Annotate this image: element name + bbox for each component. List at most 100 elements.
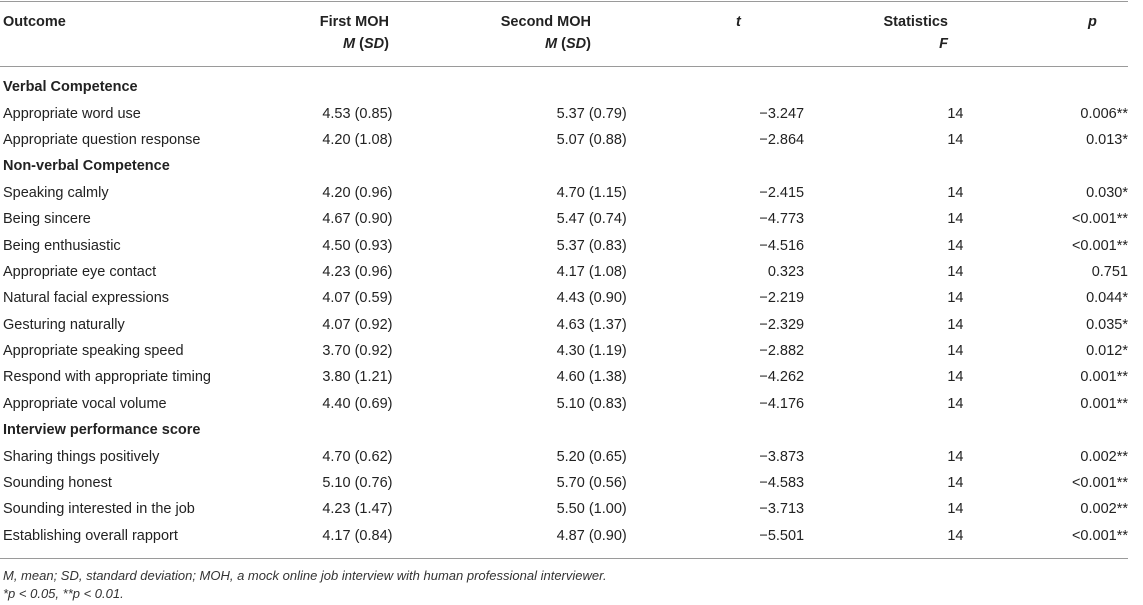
second-moh-cell: 4.70 (1.15) xyxy=(556,184,627,201)
outcome-cell: Being enthusiastic xyxy=(3,237,121,254)
section-header-row: Verbal Competence xyxy=(0,74,1128,100)
table-row: Sounding interested in the job 4.23 (1.47… xyxy=(0,496,1128,522)
t-value-cell: 0.323 xyxy=(767,263,805,280)
footnote-significance: *p < 0.05, **p < 0.01. xyxy=(3,586,124,601)
t-value-cell: −2.882 xyxy=(759,343,805,360)
t-value-cell: −2.415 xyxy=(759,184,805,201)
table-row: Sharing things positively 4.70 (0.62) 5.20… xyxy=(0,443,1128,469)
header-t: t xyxy=(736,14,741,30)
f-value-cell: 14 xyxy=(947,501,964,518)
header-statistics: Statistics F xyxy=(848,11,948,55)
second-moh-cell: 5.37 (0.83) xyxy=(556,237,627,254)
second-moh-cell: 5.47 (0.74) xyxy=(556,211,627,228)
table-row: Gesturing naturally 4.07 (0.92) 4.63 (1.37… xyxy=(0,312,1128,338)
p-value-cell: 0.001** xyxy=(1080,395,1128,412)
first-moh-cell: 4.17 (0.84) xyxy=(322,527,393,544)
t-value-cell: −4.773 xyxy=(759,211,805,228)
f-value-cell: 14 xyxy=(947,263,964,280)
p-value-cell: 0.044* xyxy=(1086,290,1128,307)
table-row: Being enthusiastic 4.50 (0.93) 5.37 (0.83)… xyxy=(0,232,1128,258)
table-row: Appropriate vocal volume 4.40 (0.69) 5.10 … xyxy=(0,391,1128,417)
t-value-cell: −3.873 xyxy=(759,448,805,465)
f-value-cell: 14 xyxy=(947,343,964,360)
outcome-cell: Sounding interested in the job xyxy=(3,501,195,518)
outcome-cell: Establishing overall rapport xyxy=(3,527,178,544)
first-moh-cell: 4.53 (0.85) xyxy=(322,105,393,122)
t-value-cell: −2.329 xyxy=(759,316,805,333)
table-row: Speaking calmly 4.20 (0.96) 4.70 (1.15) −2.… xyxy=(0,180,1128,206)
p-value-cell: 0.001** xyxy=(1080,369,1128,386)
outcome-cell: Respond with appropriate timing xyxy=(3,369,211,386)
t-value-cell: −4.262 xyxy=(759,369,805,386)
second-moh-cell: 4.87 (0.90) xyxy=(556,527,627,544)
table-row: Sounding honest 5.10 (0.76) 5.70 (0.56) −4.… xyxy=(0,470,1128,496)
t-value-cell: −3.247 xyxy=(759,105,805,122)
outcome-cell: Appropriate word use xyxy=(3,105,141,122)
header-second-moh: Second MOH M (SD) xyxy=(493,11,591,55)
section-label: Verbal Competence xyxy=(3,79,138,96)
header-p: p xyxy=(1088,14,1097,30)
p-value-cell: 0.013* xyxy=(1086,131,1128,148)
second-moh-cell: 4.63 (1.37) xyxy=(556,316,627,333)
t-value-cell: −4.516 xyxy=(759,237,805,254)
header-first-moh-sub: M (SD) xyxy=(343,36,389,52)
p-value-cell: 0.002** xyxy=(1080,501,1128,518)
p-value-cell: 0.751 xyxy=(1091,263,1128,280)
outcome-cell: Appropriate speaking speed xyxy=(3,343,184,360)
first-moh-cell: 4.50 (0.93) xyxy=(322,237,393,254)
t-value-cell: −2.864 xyxy=(759,131,805,148)
first-moh-cell: 4.23 (1.47) xyxy=(322,501,393,518)
first-moh-cell: 4.07 (0.92) xyxy=(322,316,393,333)
header-second-moh-sub: M (SD) xyxy=(545,36,591,52)
t-value-cell: −2.219 xyxy=(759,290,805,307)
f-value-cell: 14 xyxy=(947,448,964,465)
p-value-cell: <0.001** xyxy=(1071,475,1128,492)
outcome-cell: Appropriate question response xyxy=(3,131,201,148)
second-moh-cell: 4.43 (0.90) xyxy=(556,290,627,307)
outcome-cell: Natural facial expressions xyxy=(3,290,170,307)
second-moh-cell: 4.17 (1.08) xyxy=(556,263,627,280)
outcome-cell: Sharing things positively xyxy=(3,448,160,465)
table-row: Establishing overall rapport 4.17 (0.84) 4… xyxy=(0,523,1128,549)
table-row: Natural facial expressions 4.07 (0.59) 4.4… xyxy=(0,285,1128,311)
second-moh-cell: 5.20 (0.65) xyxy=(556,448,627,465)
outcome-cell: Gesturing naturally xyxy=(3,316,125,333)
p-value-cell: 0.002** xyxy=(1080,448,1128,465)
first-moh-cell: 4.07 (0.59) xyxy=(322,290,393,307)
second-moh-cell: 4.30 (1.19) xyxy=(556,343,627,360)
p-value-cell: 0.035* xyxy=(1086,316,1128,333)
p-value-cell: 0.012* xyxy=(1086,343,1128,360)
table-row: Respond with appropriate timing 3.80 (1.2… xyxy=(0,364,1128,390)
first-moh-cell: 4.20 (1.08) xyxy=(322,131,393,148)
first-moh-cell: 3.80 (1.21) xyxy=(322,369,393,386)
outcome-cell: Speaking calmly xyxy=(3,184,109,201)
header-statistics-sub: F xyxy=(939,36,948,52)
first-moh-cell: 3.70 (0.92) xyxy=(322,343,393,360)
f-value-cell: 14 xyxy=(947,184,964,201)
t-value-cell: −5.501 xyxy=(759,527,805,544)
f-value-cell: 14 xyxy=(947,475,964,492)
bottom-rule xyxy=(0,558,1128,559)
table-row: Appropriate eye contact 4.23 (0.96) 4.17 (… xyxy=(0,259,1128,285)
outcome-cell: Sounding honest xyxy=(3,475,112,492)
p-value-cell: <0.001** xyxy=(1071,211,1128,228)
p-value-cell: 0.030* xyxy=(1086,184,1128,201)
table-row: Appropriate word use 4.53 (0.85) 5.37 (0.7… xyxy=(0,100,1128,126)
f-value-cell: 14 xyxy=(947,290,964,307)
second-moh-cell: 5.70 (0.56) xyxy=(556,475,627,492)
f-value-cell: 14 xyxy=(947,105,964,122)
f-value-cell: 14 xyxy=(947,527,964,544)
section-label: Non-verbal Competence xyxy=(3,158,170,175)
first-moh-cell: 4.20 (0.96) xyxy=(322,184,393,201)
first-moh-cell: 4.70 (0.62) xyxy=(322,448,393,465)
table-row: Appropriate speaking speed 3.70 (0.92) 4.3… xyxy=(0,338,1128,364)
f-value-cell: 14 xyxy=(947,131,964,148)
top-rule xyxy=(0,1,1128,2)
t-value-cell: −3.713 xyxy=(759,501,805,518)
footnote-abbreviations: M, mean; SD, standard deviation; MOH, a … xyxy=(3,568,607,583)
second-moh-cell: 4.60 (1.38) xyxy=(556,369,627,386)
f-value-cell: 14 xyxy=(947,211,964,228)
f-value-cell: 14 xyxy=(947,369,964,386)
section-header-row: Non-verbal Competence xyxy=(0,153,1128,179)
